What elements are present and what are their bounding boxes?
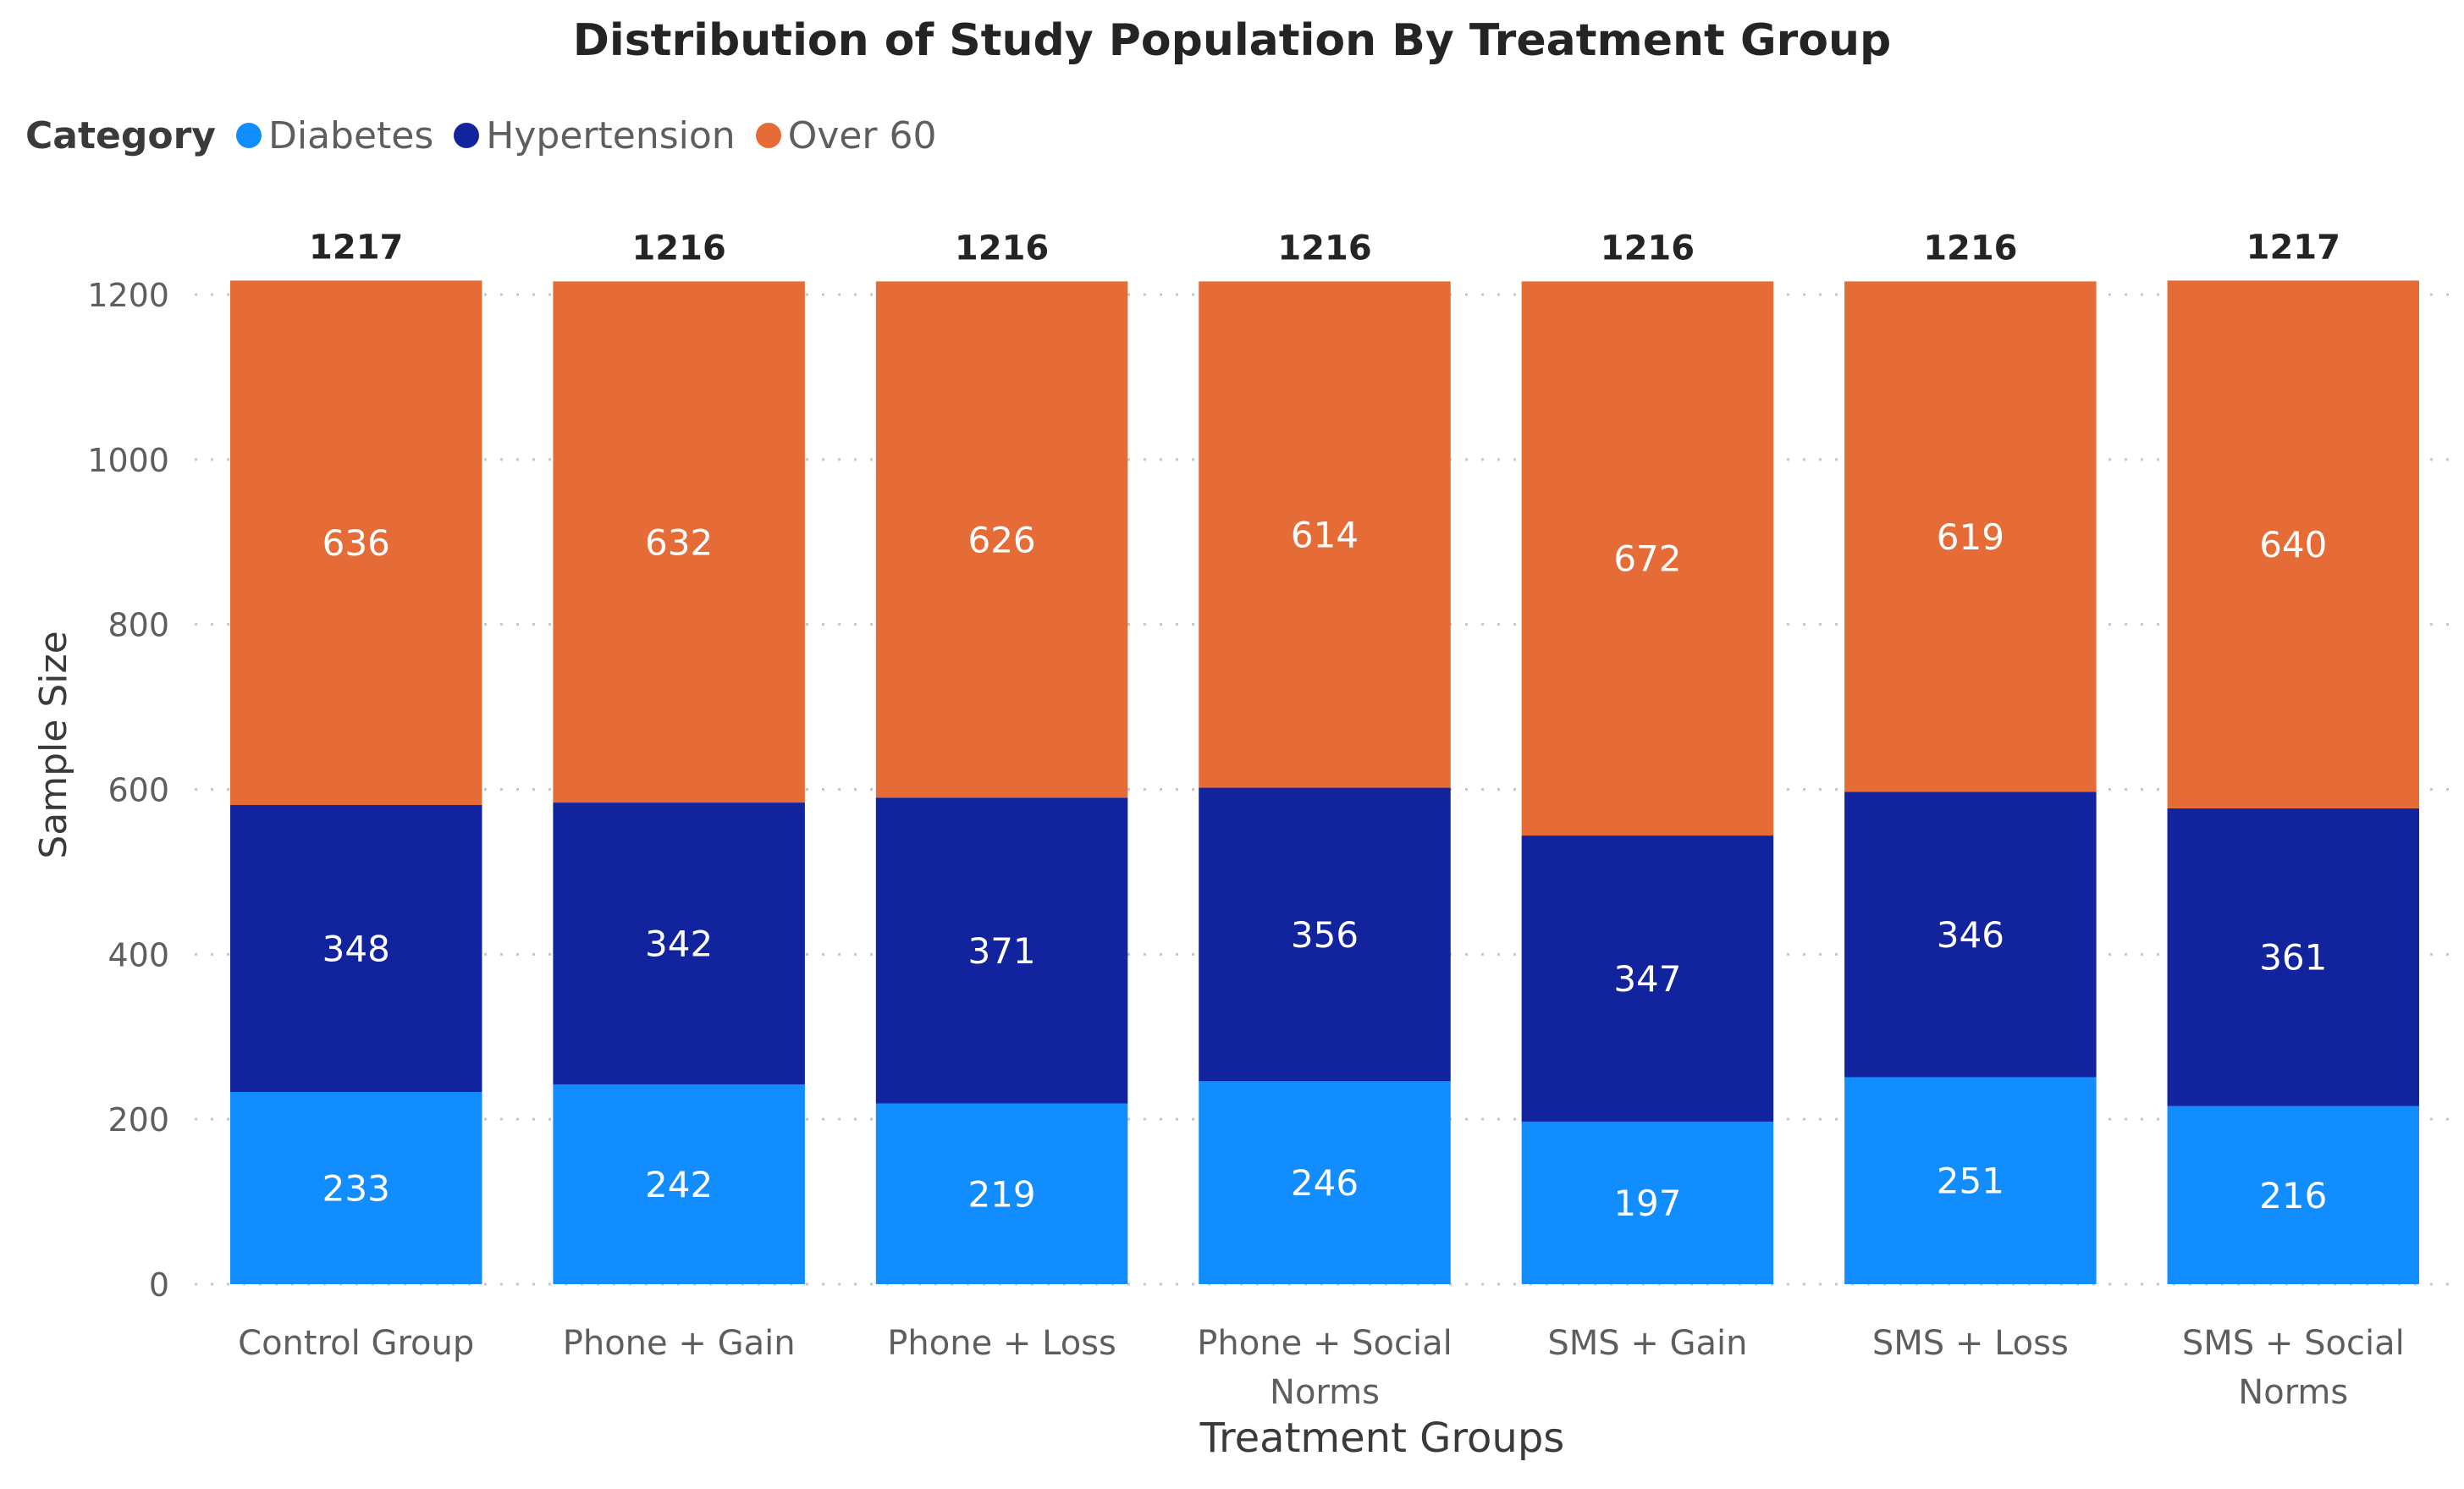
total-label: 1216 [1923, 229, 2017, 267]
bar-segment-diabetes[interactable] [553, 1084, 805, 1284]
y-tick-label: 1200 [87, 277, 169, 314]
bar-segment-hypertension[interactable] [2167, 808, 2420, 1106]
x-tick-label: SMS + Loss [1872, 1324, 2069, 1363]
total-label: 1216 [955, 229, 1049, 267]
data-label-diabetes: 251 [1937, 1161, 2004, 1202]
bar-segment-hypertension[interactable] [229, 805, 482, 1093]
bar-segment-diabetes[interactable] [1521, 1122, 1774, 1284]
bar-segment-hypertension[interactable] [1521, 835, 1774, 1122]
bar-segment-over-60[interactable] [553, 281, 805, 803]
x-tick-label: Norms [1270, 1373, 1380, 1412]
bar-segment-hypertension[interactable] [875, 797, 1128, 1104]
legend-swatch-over-60 [755, 123, 781, 148]
data-label-over-60: 626 [967, 519, 1035, 560]
data-label-hypertension: 342 [645, 924, 713, 965]
data-label-hypertension: 371 [967, 930, 1035, 972]
legend-label-hypertension: Hypertension [486, 113, 736, 157]
bar-segment-over-60[interactable] [1844, 281, 2097, 792]
y-tick-label: 1000 [87, 442, 169, 479]
legend-label-diabetes: Diabetes [267, 113, 434, 157]
bar-segment-diabetes[interactable] [1844, 1077, 2097, 1284]
data-label-diabetes: 246 [1291, 1162, 1359, 1204]
legend-title: Category [25, 113, 216, 157]
y-tick-label: 400 [107, 936, 169, 973]
data-label-over-60: 636 [322, 522, 390, 564]
data-label-diabetes: 219 [967, 1173, 1035, 1215]
bar-segment-diabetes[interactable] [1199, 1081, 1451, 1284]
bar-segment-diabetes[interactable] [2167, 1106, 2420, 1284]
bar-segment-over-60[interactable] [1521, 281, 1774, 836]
x-axis-title: Treatment Groups [1199, 1415, 1565, 1462]
legend: Category Diabetes Hypertension Over 60 [25, 110, 957, 161]
data-label-diabetes: 197 [1613, 1183, 1681, 1224]
bar-segment-over-60[interactable] [1199, 281, 1451, 788]
total-label: 1216 [1277, 229, 1371, 267]
bar-segment-hypertension[interactable] [553, 802, 805, 1085]
total-label: 1216 [1601, 229, 1695, 267]
x-tick-label: Phone + Loss [887, 1324, 1116, 1363]
data-label-hypertension: 347 [1613, 958, 1681, 1000]
legend-swatch-hypertension [454, 123, 480, 148]
x-tick-label: Control Group [238, 1324, 474, 1363]
total-label: 1217 [309, 228, 403, 267]
data-label-hypertension: 361 [2259, 937, 2327, 979]
legend-item-diabetes[interactable]: Diabetes [235, 113, 434, 157]
y-axis-title: Sample Size [32, 631, 75, 858]
y-axis: 0 200 400 600 800 1000 1200 [87, 277, 169, 1304]
x-tick-label: SMS + Gain [1547, 1324, 1747, 1363]
bar-segment-over-60[interactable] [2167, 280, 2420, 808]
data-label-over-60: 672 [1613, 538, 1681, 580]
y-tick-label: 800 [107, 607, 169, 644]
total-label: 1216 [631, 229, 725, 267]
x-tick-label: Phone + Social [1197, 1324, 1452, 1363]
data-label-over-60: 640 [2259, 524, 2327, 565]
data-label-diabetes: 216 [2259, 1175, 2327, 1216]
data-label-over-60: 614 [1291, 514, 1359, 555]
y-tick-label: 200 [107, 1101, 169, 1139]
data-label-hypertension: 356 [1291, 914, 1359, 956]
x-tick-label: Phone + Gain [563, 1324, 796, 1363]
legend-item-over-60[interactable]: Over 60 [755, 113, 937, 157]
bar-segment-over-60[interactable] [229, 280, 482, 806]
total-label: 1217 [2246, 228, 2340, 267]
y-tick-label: 0 [149, 1266, 169, 1304]
bar-segment-diabetes[interactable] [229, 1092, 482, 1284]
legend-item-hypertension[interactable]: Hypertension [454, 113, 736, 157]
x-tick-label: Norms [2238, 1373, 2348, 1412]
chart-title: Distribution of Study Population By Trea… [572, 15, 1892, 66]
bar-segment-over-60[interactable] [875, 281, 1128, 798]
bar-segment-hypertension[interactable] [1199, 787, 1451, 1082]
x-axis: Control Group Phone + Gain Phone + Loss Pho… [238, 1324, 2405, 1412]
legend-label-over-60: Over 60 [787, 113, 937, 157]
data-label-hypertension: 348 [322, 929, 390, 970]
bar-segment-diabetes[interactable] [875, 1103, 1128, 1284]
data-label-diabetes: 242 [645, 1164, 713, 1205]
data-label-hypertension: 346 [1937, 914, 2004, 956]
bars: 233 348 636 1217 242 342 632 1216 219 371 626 1216 2… [229, 228, 2420, 1284]
data-label-over-60: 619 [1937, 516, 2004, 558]
x-tick-label: SMS + Social [2182, 1324, 2405, 1363]
legend-swatch-diabetes [235, 123, 262, 148]
data-label-over-60: 632 [645, 521, 713, 563]
data-label-diabetes: 233 [322, 1168, 390, 1210]
y-tick-label: 600 [107, 772, 169, 809]
bar-segment-hypertension[interactable] [1844, 791, 2097, 1078]
